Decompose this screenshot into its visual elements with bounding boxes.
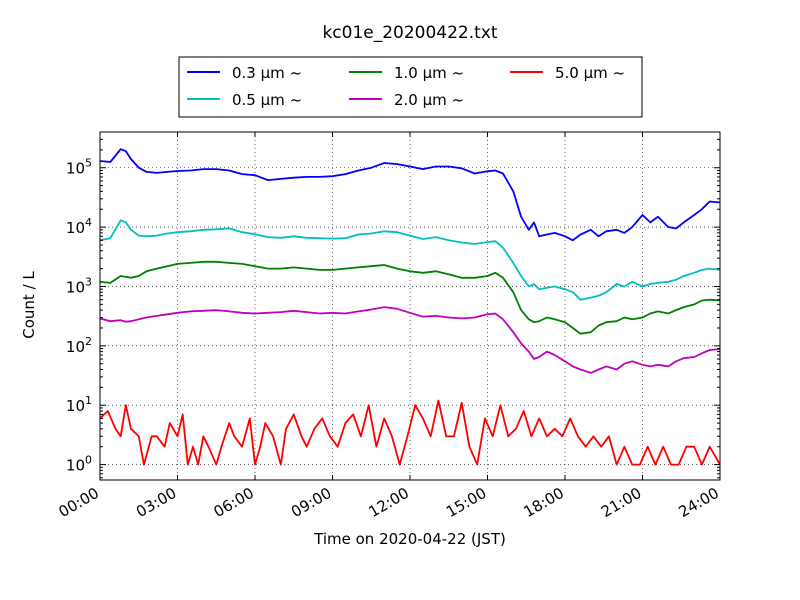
y-tick-label: 101 — [66, 394, 92, 415]
legend-label-0: 0.3 μm ~ — [232, 64, 302, 82]
series-line-1 — [100, 219, 720, 301]
x-axis-label: Time on 2020-04-22 (JST) — [313, 530, 506, 548]
legend: 0.3 μm ~ 0.5 μm ~ 1.0 μm ~ 2.0 μm ~ 5.0 μm ~ — [178, 56, 643, 118]
series-line-4 — [100, 399, 720, 466]
y-tick-label: 100 — [66, 454, 92, 475]
legend-label-4: 5.0 μm ~ — [555, 64, 625, 82]
y-tick-label: 102 — [66, 335, 92, 356]
y-axis-label: Count / L — [20, 271, 38, 339]
series-line-3 — [100, 306, 720, 374]
axis-ticks — [99, 131, 721, 480]
series-line-2 — [100, 260, 720, 335]
legend-label-1: 0.5 μm ~ — [232, 91, 302, 109]
chart-title: kc01e_20200422.txt — [322, 23, 497, 43]
plot-lines — [100, 148, 720, 466]
y-tick-label: 105 — [66, 157, 92, 178]
y-tick-label: 103 — [66, 275, 92, 296]
legend-label-2: 1.0 μm ~ — [394, 64, 464, 82]
y-tick-label: 104 — [66, 216, 92, 237]
legend-label-3: 2.0 μm ~ — [394, 91, 464, 109]
series-line-0 — [100, 148, 720, 242]
y-tick-labels: 100 101 102 103 104 105 — [66, 157, 92, 475]
legend-box — [178, 56, 643, 118]
